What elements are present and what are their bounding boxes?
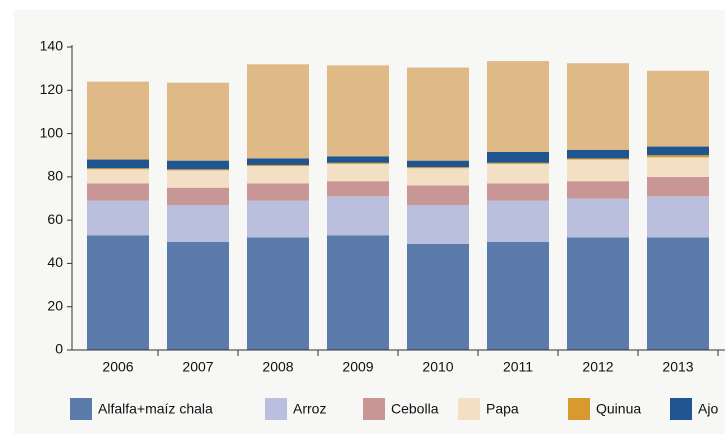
bar-segment bbox=[647, 176, 709, 197]
x-tick-label: 2008 bbox=[262, 359, 293, 375]
bar-segment bbox=[167, 170, 229, 188]
bar-segment bbox=[327, 163, 389, 182]
bar-segment bbox=[487, 241, 549, 350]
bar-segment bbox=[567, 237, 629, 350]
bar-segment bbox=[167, 241, 229, 350]
x-tick-label: 2007 bbox=[182, 359, 213, 375]
bar-segment bbox=[567, 198, 629, 238]
legend-label: Quinua bbox=[596, 401, 641, 417]
legend-label: Papa bbox=[486, 401, 519, 417]
bar-segment bbox=[247, 64, 309, 159]
bar-segment bbox=[327, 181, 389, 197]
bar-segment bbox=[647, 146, 709, 156]
bar-segment bbox=[407, 204, 469, 244]
legend-swatch bbox=[265, 398, 287, 420]
bar-segment bbox=[647, 237, 709, 350]
y-tick-label: 80 bbox=[47, 168, 63, 184]
bar-segment bbox=[407, 67, 469, 161]
legend-label: Arroz bbox=[293, 401, 326, 417]
bar-segment bbox=[567, 158, 629, 160]
bar-segment bbox=[487, 183, 549, 201]
bar-segment bbox=[407, 160, 469, 168]
bar-segment bbox=[247, 200, 309, 238]
bar-segment bbox=[487, 163, 549, 184]
bar-segment bbox=[647, 157, 709, 177]
bar-segment bbox=[247, 166, 309, 184]
x-tick-label: 2013 bbox=[662, 359, 693, 375]
bar-segment bbox=[247, 164, 309, 167]
bar-segment bbox=[487, 200, 549, 242]
bar-segment bbox=[87, 168, 149, 170]
legend-label: Ajo bbox=[698, 401, 718, 417]
legend-swatch bbox=[363, 398, 385, 420]
y-tick-label: 0 bbox=[55, 341, 63, 357]
y-tick-label: 20 bbox=[47, 297, 63, 313]
bar-segment bbox=[87, 183, 149, 201]
bar-segment bbox=[647, 196, 709, 238]
y-tick-label: 100 bbox=[40, 124, 64, 140]
bar-segment bbox=[647, 70, 709, 147]
x-tick-label: 2012 bbox=[582, 359, 613, 375]
x-tick-label: 2010 bbox=[422, 359, 453, 375]
bar-segment bbox=[327, 162, 389, 164]
bar-segment bbox=[567, 159, 629, 182]
bar-segment bbox=[87, 81, 149, 160]
bar-segment bbox=[87, 200, 149, 236]
legend-swatch bbox=[70, 398, 92, 420]
y-tick-label: 60 bbox=[47, 211, 63, 227]
bar-segment bbox=[487, 162, 549, 164]
bar-segment bbox=[407, 168, 469, 186]
bar-segment bbox=[87, 159, 149, 169]
legend-label: Alfalfa+maíz chala bbox=[98, 401, 213, 417]
bar-segment bbox=[647, 155, 709, 158]
x-tick-label: 2009 bbox=[342, 359, 373, 375]
bar-segment bbox=[327, 156, 389, 163]
legend-swatch bbox=[458, 398, 480, 420]
bar-segment bbox=[327, 196, 389, 236]
bar-segment bbox=[407, 185, 469, 205]
bar-segment bbox=[87, 169, 149, 184]
x-tick-label: 2006 bbox=[102, 359, 133, 375]
bar-segment bbox=[407, 167, 469, 169]
bar-segment bbox=[567, 149, 629, 159]
bar-segment bbox=[327, 65, 389, 157]
legend-label: Cebolla bbox=[391, 401, 439, 417]
y-tick-label: 120 bbox=[40, 81, 64, 97]
bar-segment bbox=[167, 82, 229, 161]
y-tick-label: 40 bbox=[47, 254, 63, 270]
bar-segment bbox=[407, 243, 469, 350]
bar-segment bbox=[167, 169, 229, 171]
bar-segment bbox=[87, 235, 149, 350]
bar-segment bbox=[247, 158, 309, 165]
bar-segment bbox=[247, 183, 309, 201]
bar-segment bbox=[327, 235, 389, 350]
x-tick-label: 2011 bbox=[503, 359, 533, 375]
bar-segment bbox=[247, 237, 309, 350]
bar-segment bbox=[567, 181, 629, 199]
legend-swatch bbox=[568, 398, 590, 420]
bar-segment bbox=[167, 204, 229, 242]
bar-segment bbox=[567, 63, 629, 150]
bar-segment bbox=[487, 151, 549, 163]
bar-segment bbox=[167, 160, 229, 170]
legend-swatch bbox=[670, 398, 692, 420]
bar-segment bbox=[487, 61, 549, 152]
bar-segment bbox=[167, 187, 229, 205]
y-tick-label: 140 bbox=[40, 38, 64, 54]
